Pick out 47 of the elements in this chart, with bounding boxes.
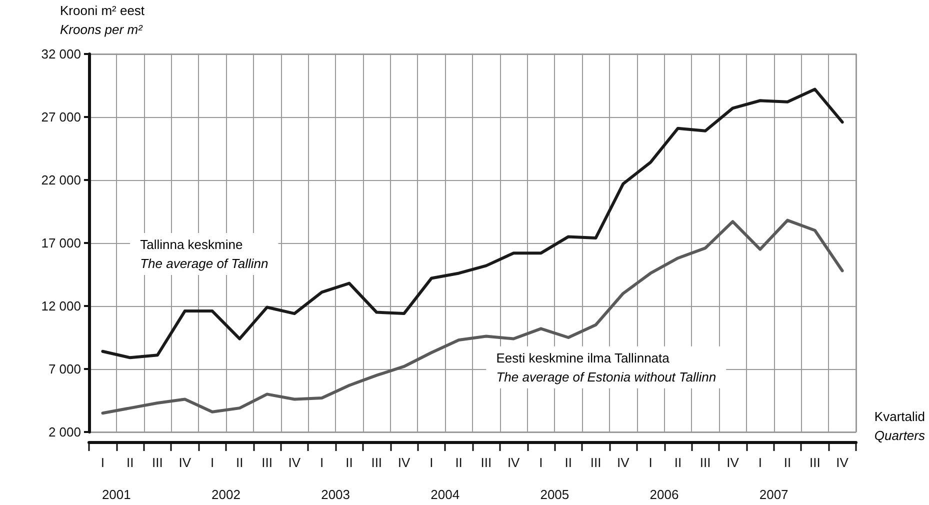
y-tick-label: 7 000 xyxy=(48,362,81,376)
x-tick-label: II xyxy=(126,455,134,470)
y-axis-title: Krooni m² eest Kroons per m² xyxy=(60,3,145,37)
x-tick-label: IV xyxy=(617,455,630,470)
line-series xyxy=(101,218,844,415)
x-tick-label: II xyxy=(564,455,572,470)
text: 2004 xyxy=(430,487,460,502)
x-tick-label: II xyxy=(455,455,462,470)
x-tick-label: I xyxy=(210,455,214,470)
y-tick-label: 27 000 xyxy=(41,110,81,124)
x-tick-label: III xyxy=(809,455,820,470)
y-tick-label: 32 000 xyxy=(41,46,81,62)
text: 2007 xyxy=(759,487,788,502)
x-tick-label: IV xyxy=(288,455,301,470)
x-tick-label: IV xyxy=(178,455,192,470)
x-tick-label: II xyxy=(784,455,792,470)
text: 2003 xyxy=(321,487,350,502)
x-tick-label: I xyxy=(100,455,105,470)
x-tick-label: IV xyxy=(836,455,849,470)
x-tick-label: III xyxy=(262,455,272,470)
text: 2006 xyxy=(650,487,679,502)
x-tick-label: I xyxy=(320,455,324,470)
x-tick-label: IV xyxy=(507,455,520,470)
x-tick-label: III xyxy=(590,455,602,470)
y-tick-label: 2 000 xyxy=(48,424,81,440)
x-tick-label: IV xyxy=(726,455,740,470)
series-label: Eesti keskmine ilma Tallinnata The average of Estonia without Tallinn xyxy=(496,350,716,384)
text: 2002 xyxy=(212,487,240,502)
text: 2001 xyxy=(102,487,131,502)
y-tick-label: 17 000 xyxy=(41,236,81,250)
text: 2005 xyxy=(540,487,570,502)
x-tick-label: III xyxy=(152,455,163,470)
x-tick-label: III xyxy=(700,455,711,470)
x-tick-label: I xyxy=(539,455,543,470)
text: Tallinna keskmine The average of Tallinn xyxy=(140,237,268,271)
x-tick-label: II xyxy=(346,455,353,470)
x-tick-label: IV xyxy=(398,455,410,470)
x-tick-label: I xyxy=(648,455,652,470)
x-axis-title: Kvartalid Quarters xyxy=(874,409,926,443)
y-tick-label: 12 000 xyxy=(41,298,81,314)
x-tick-label: III xyxy=(480,455,492,470)
x-tick-label: II xyxy=(236,455,244,470)
x-tick-label: I xyxy=(430,455,434,470)
x-tick-label: III xyxy=(371,455,382,470)
x-tick-label: I xyxy=(758,455,762,470)
y-tick-label: 22 000 xyxy=(41,172,81,188)
x-tick-label: II xyxy=(674,455,682,470)
